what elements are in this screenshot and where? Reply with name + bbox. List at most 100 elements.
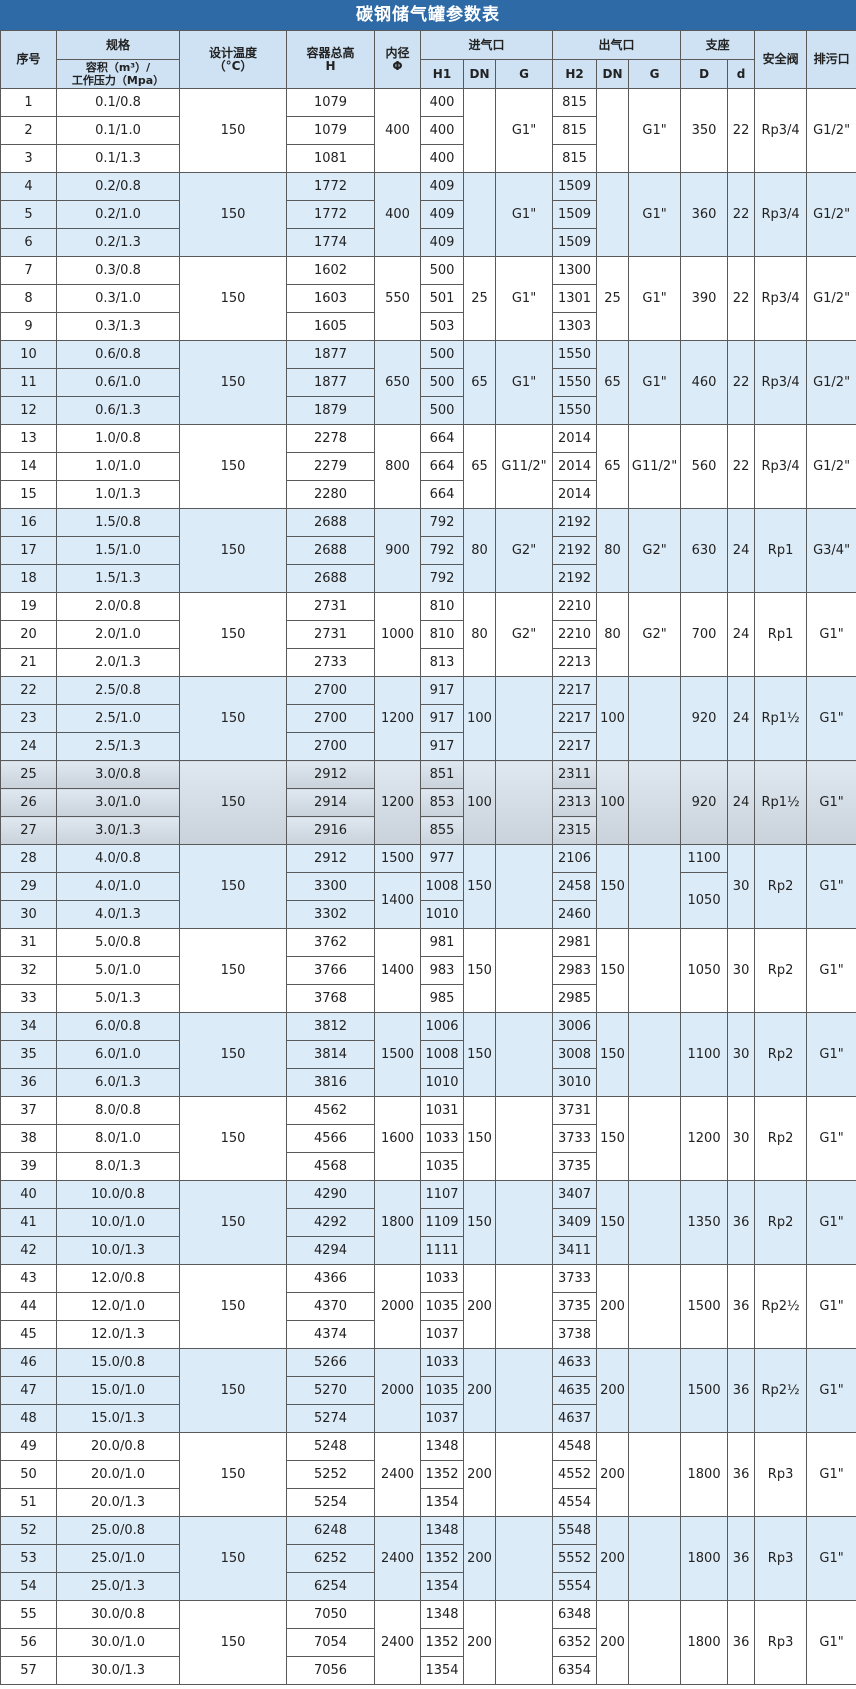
cell: 1037 [420, 1404, 464, 1433]
cell [628, 760, 682, 845]
cell: 4.0/0.8 [56, 844, 180, 873]
cell: 4.0/1.3 [56, 900, 180, 929]
cell: 2700 [286, 732, 375, 761]
cell: 3733 [552, 1264, 598, 1293]
cell: 25 [596, 256, 630, 341]
cell: 1200 [680, 1096, 729, 1181]
cell: 1877 [286, 340, 375, 369]
cell: 810 [420, 620, 464, 649]
cell: 3.0/1.3 [56, 816, 180, 845]
cell: 150 [463, 1012, 496, 1097]
cell: 1354 [420, 1656, 464, 1685]
header-line: 工作压力（Mpa） [71, 74, 165, 87]
cell: 1035 [420, 1292, 464, 1321]
cell: G1/2" [806, 424, 856, 509]
cell: 3300 [286, 872, 375, 901]
cell: 20.0/1.3 [56, 1488, 180, 1517]
cell: 1800 [680, 1600, 729, 1685]
cell: 1107 [420, 1180, 464, 1209]
cell: G3/4" [806, 508, 856, 593]
cell: 7054 [286, 1628, 375, 1657]
row: 17 1.5/1.0 2688 792 2192 [0, 536, 856, 565]
cell: 15.0/1.0 [56, 1376, 180, 1405]
row: 25 3.0/0.8 150 2912 1200 851 100 2311 100 920 24 Rp… [0, 760, 856, 845]
cell: 22 [727, 172, 756, 257]
cell: 1800 [680, 1516, 729, 1601]
row: 27 3.0/1.3 2916 855 2315 [0, 816, 856, 845]
cell: 4548 [552, 1432, 598, 1461]
cell: 36 [727, 1600, 756, 1685]
cell: 200 [463, 1432, 496, 1517]
cell: 4366 [286, 1264, 375, 1293]
cell: G1" [628, 340, 682, 425]
cell [494, 844, 554, 929]
cell: 4292 [286, 1208, 375, 1237]
cell: Rp2½ [754, 1264, 808, 1349]
cell: 24 [0, 732, 57, 761]
cell: G2" [494, 508, 554, 593]
cell: Rp3/4 [754, 88, 808, 173]
cell: 36 [727, 1348, 756, 1433]
cell: G1" [806, 928, 856, 1013]
cell: 48 [0, 1404, 57, 1433]
cell: 6348 [552, 1600, 598, 1629]
cell: 400 [420, 88, 464, 117]
cell: 2000 [374, 1348, 421, 1433]
cell: 1200 [374, 676, 421, 761]
cell: 400 [420, 144, 464, 173]
cell: 1050 [680, 872, 729, 929]
cell: 200 [463, 1348, 496, 1433]
row: 12 0.6/1.3 1879 500 1550 [0, 396, 856, 425]
cell: G1" [806, 1516, 856, 1601]
cell: G1" [806, 1348, 856, 1433]
cell: 49 [0, 1432, 57, 1461]
cell: 150 [463, 1180, 496, 1265]
cell: G1" [494, 256, 554, 341]
cell: 664 [420, 480, 464, 509]
cell: 3766 [286, 956, 375, 985]
cell: 0.1/1.0 [56, 116, 180, 145]
cell: 8.0/1.3 [56, 1152, 180, 1181]
cell: 25.0/1.0 [56, 1544, 180, 1573]
cell: 5.0/1.0 [56, 956, 180, 985]
cell: 6.0/1.0 [56, 1040, 180, 1069]
cell: 1348 [420, 1432, 464, 1461]
cell: 80 [463, 592, 496, 677]
cell: 200 [596, 1264, 630, 1349]
row: 19 2.0/0.8 150 2731 1000 810 80 G2" 2210 80 G2" 700… [0, 592, 856, 677]
row: 34 6.0/0.8 150 3812 1500 1006 150 3006 150 1100 30… [0, 1012, 856, 1097]
cell: 30 [727, 1012, 756, 1097]
cell: 17 [0, 536, 57, 565]
cell: 22 [727, 424, 756, 509]
cell: 0.6/1.3 [56, 396, 180, 425]
cell: 1352 [420, 1628, 464, 1657]
cell: 4635 [552, 1376, 598, 1405]
cell [494, 1348, 554, 1433]
cell: 792 [420, 508, 464, 537]
cell: 8.0/1.0 [56, 1124, 180, 1153]
cell: 1006 [420, 1012, 464, 1041]
cell: 2916 [286, 816, 375, 845]
header-cell: 支座 [680, 30, 756, 60]
cell [628, 1348, 682, 1433]
cell: 0.3/1.3 [56, 312, 180, 341]
cell: 815 [552, 116, 598, 145]
cell: 2014 [552, 452, 598, 481]
cell: 3 [0, 144, 57, 173]
cell: 200 [463, 1516, 496, 1601]
cell: 52 [0, 1516, 57, 1545]
cell: G11/2" [494, 424, 554, 509]
cell: G1" [494, 340, 554, 425]
cell: 2458 [552, 872, 598, 901]
cell: 57 [0, 1656, 57, 1685]
cell: 1600 [374, 1096, 421, 1181]
cell: Rp3/4 [754, 172, 808, 257]
cell: 1877 [286, 368, 375, 397]
cell: 500 [420, 368, 464, 397]
cell: 15.0/0.8 [56, 1348, 180, 1377]
cell: 1550 [552, 340, 598, 369]
cell: 24 [727, 592, 756, 677]
cell: 38 [0, 1124, 57, 1153]
row: 35 6.0/1.0 3814 1008 3008 [0, 1040, 856, 1069]
